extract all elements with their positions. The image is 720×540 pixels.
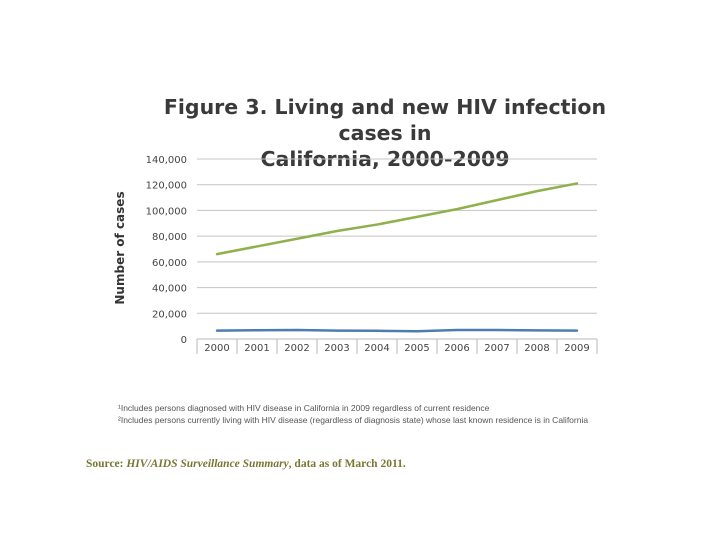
axes: 0 20,000 40,000 60,000 80,000 100,000 120,000 1… xyxy=(146,155,598,354)
y-axis-label: Number of cases xyxy=(113,191,127,304)
x-tick-label: 2006 xyxy=(444,343,469,354)
source-suffix: , data as of March 2011. xyxy=(288,458,406,470)
chart-title-line-1: Figure 3. Living and new HIV infection c… xyxy=(163,95,607,145)
y-tick-label: 140,000 xyxy=(146,155,187,166)
series-lines xyxy=(215,182,579,333)
gridlines xyxy=(197,158,597,314)
y-tick-label: 60,000 xyxy=(152,258,187,269)
x-tick-label: 2002 xyxy=(284,343,309,354)
x-tick-label: 2008 xyxy=(524,343,549,354)
source-prefix: Source: xyxy=(86,458,127,470)
source-citation: Source: HIV/AIDS Surveillance Summary, d… xyxy=(86,458,406,470)
x-tick-label: 2000 xyxy=(204,343,229,354)
x-tick-label: 2005 xyxy=(404,343,429,354)
y-tick-label: 120,000 xyxy=(146,181,187,192)
footnote-1: ¹Includes persons diagnosed with HIV dis… xyxy=(118,403,490,413)
x-tick-label: 2004 xyxy=(364,343,389,354)
series-line xyxy=(215,182,579,256)
source-title: HIV/AIDS Surveillance Summary xyxy=(126,458,289,470)
y-tick-label: 40,000 xyxy=(152,284,187,295)
y-tick-label: 100,000 xyxy=(146,206,187,217)
y-tick-label: 20,000 xyxy=(152,309,187,320)
x-tick-label: 2003 xyxy=(324,343,349,354)
series-line xyxy=(215,328,579,333)
y-tick-label: 0 xyxy=(181,335,187,346)
footnotes: ¹Includes persons diagnosed with HIV dis… xyxy=(118,402,588,426)
footnote-2: ²Includes persons currently living with … xyxy=(118,415,589,425)
x-tick-label: 2009 xyxy=(564,343,589,354)
x-tick-label: 2001 xyxy=(244,343,269,354)
x-tick-label: 2007 xyxy=(484,343,509,354)
y-tick-label: 80,000 xyxy=(152,232,187,243)
